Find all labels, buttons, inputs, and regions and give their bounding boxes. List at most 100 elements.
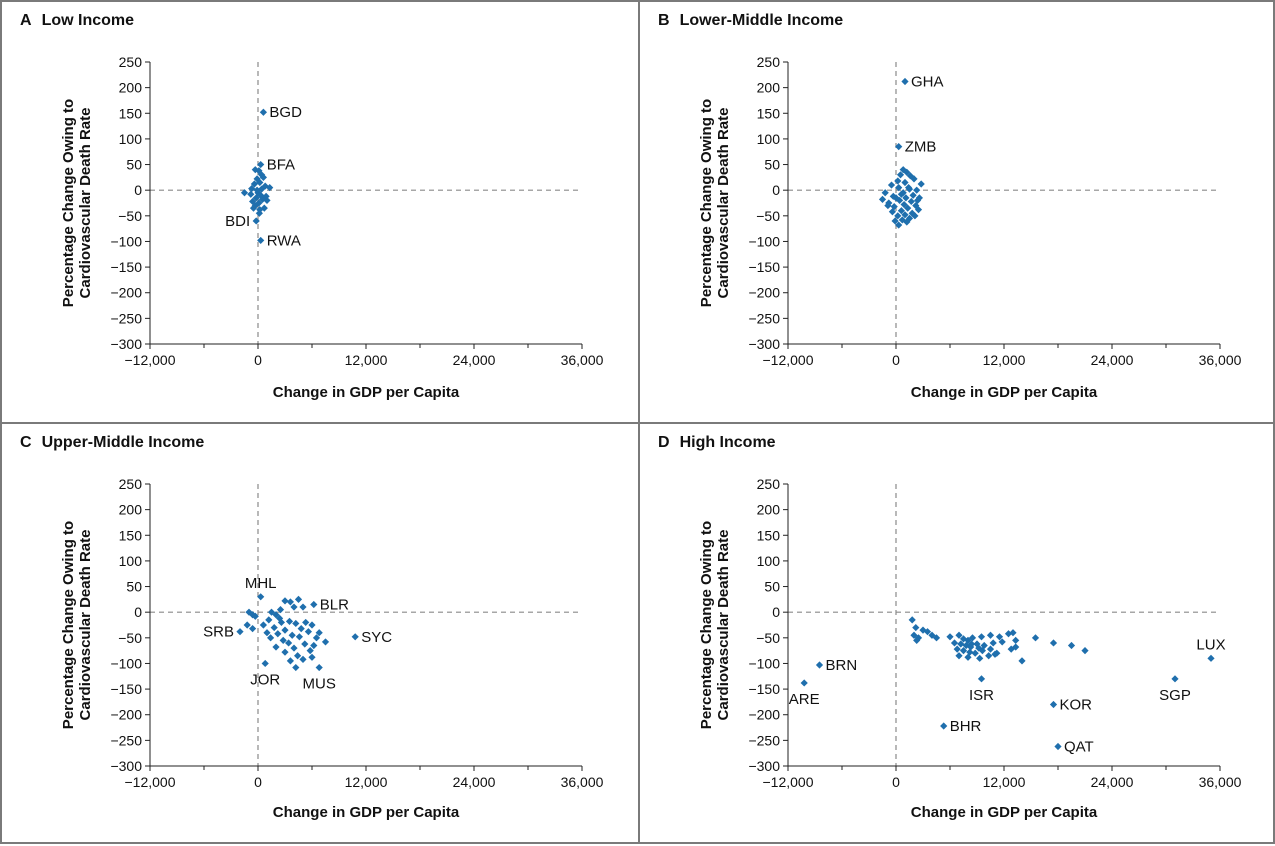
x-tick-label: 0 [254,774,262,790]
data-point [980,641,988,650]
y-tick-label: −100 [110,233,142,249]
data-point [986,645,995,653]
data-point [977,633,986,641]
data-point [259,621,267,629]
data-point [274,630,282,638]
data-point [270,623,278,632]
y-tick-label: −200 [748,285,780,301]
data-point [277,618,285,627]
data-point [263,629,271,637]
x-tick-label: 36,000 [1199,774,1242,790]
data-point [255,167,263,175]
scatter-plot: 250 200 150 100 50 0 −50 −100 −150 −200 −250 −300−1… [748,54,1242,368]
x-tick-label: 24,000 [453,352,496,368]
y-tick-label: −250 [748,310,780,326]
y-tick-label: 100 [757,131,781,147]
data-point [978,647,986,655]
x-axis-label: Change in GDP per Capita [272,804,460,821]
point-label-zmb: ZMB [905,139,937,156]
y-tick-label: −100 [748,655,780,671]
y-tick-label: −50 [118,630,142,646]
data-point [903,168,911,176]
y-tick-label: 100 [757,553,781,569]
y-tick-label: 200 [757,502,781,518]
data-point [294,652,302,660]
y-tick-label: 150 [119,105,143,121]
panel-d: 250 200 150 100 50 0 −50 −100 −150 −200 −250 −300 −1… [638,422,1275,844]
data-point [881,189,889,197]
data-point-mus [315,663,323,672]
data-point [262,192,270,200]
data-point [248,185,256,193]
x-tick-label: −12,000 [125,774,176,790]
y-tick-label: 50 [764,157,780,173]
data-point [986,631,995,639]
data-point [301,640,309,648]
data-point [892,194,900,202]
panel-letter: B [658,12,670,29]
y-axis-label-line: Cardiovascular Death Rate [715,107,732,299]
scatter-plot: 250 200 150 100 50 0 −50 −100 −150 −200 −250 −300−1… [110,476,603,790]
data-point [1067,641,1076,650]
y-tick-label: −200 [110,285,142,301]
x-tick-label: 24,000 [1091,352,1134,368]
data-point [955,652,963,660]
data-point [914,634,923,642]
data-point [253,186,261,194]
x-axis-label: Change in GDP per Capita [910,804,1098,821]
data-point-blr [310,600,318,609]
data-point [901,178,909,187]
data-point [1031,634,1040,642]
panel-letter: A [20,12,32,29]
data-point [299,655,307,663]
y-axis-label: Percentage Change Owing to Cardiovascular… [698,475,732,775]
panel-title: D High Income [658,434,776,452]
data-point-gha [901,77,909,86]
data-point-qat [1054,742,1062,751]
panel-b: 250 200 150 100 50 0 −50 −100 −150 −200 −250 −300 −1… [638,0,1275,424]
data-point [258,185,266,193]
panel-letter: C [20,434,32,451]
y-tick-label: 150 [757,527,781,543]
data-point-lux [1207,654,1215,662]
y-tick-label: −300 [748,758,780,774]
data-point [917,180,925,188]
y-tick-label: −250 [110,310,142,326]
data-point [896,171,905,179]
data-point [288,631,296,639]
panel-a: 250 200 150 100 50 0 −50 −100 −150 −200 −250 −300 −1… [0,0,640,424]
panel-title: B Lower-Middle Income [658,12,843,30]
y-tick-label: −50 [756,208,780,224]
point-label-blr: BLR [320,596,349,613]
y-tick-label: 0 [772,604,780,620]
x-tick-label: 36,000 [1199,352,1242,368]
data-point-sgp [1171,675,1179,683]
data-point-kor [1049,700,1058,709]
data-point [272,643,280,651]
point-label-sgp: SGP [1159,687,1191,704]
data-point [894,177,902,185]
data-point [306,647,314,655]
data-point [256,178,264,187]
point-label-syc: SYC [361,629,392,646]
data-point [900,200,908,209]
y-axis-label-line: Cardiovascular Death Rate [77,529,94,721]
data-point [285,639,293,647]
data-point [295,633,303,641]
data-point [914,196,922,205]
data-point [912,623,920,632]
x-tick-label: 36,000 [561,352,604,368]
data-point [898,216,906,224]
data-point [308,653,316,661]
data-point [304,628,312,636]
point-label-are: ARE [789,691,820,708]
point-label-jor: JOR [250,671,280,688]
data-point [315,629,323,637]
y-tick-label: 50 [764,579,780,595]
panel-title-text: Lower-Middle Income [679,12,844,29]
x-tick-label: 12,000 [983,774,1026,790]
y-tick-label: 50 [126,579,142,595]
data-point [267,634,275,642]
data-point-isr [977,675,986,683]
